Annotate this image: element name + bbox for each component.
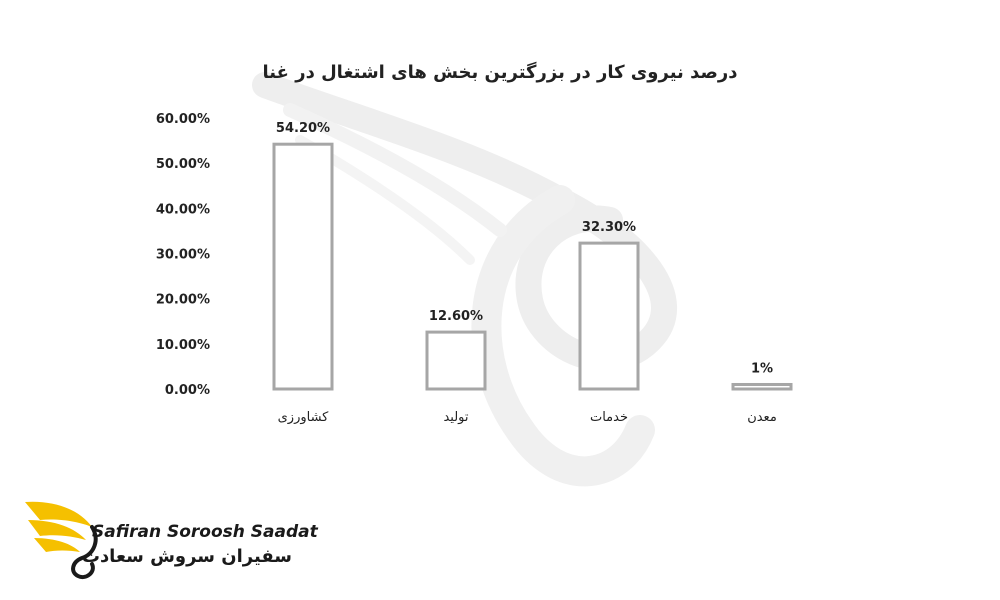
bar [731, 382, 793, 391]
bar [272, 142, 334, 391]
chart-title: درصد نیروی کار در بزرگترین بخش های اشتغا… [262, 62, 738, 83]
y-axis: 0.00% 10.00% 20.00% 30.00% 40.00% 50.00% 60.00… [156, 112, 210, 398]
y-tick-label: 40.00% [156, 202, 210, 217]
y-tick-label: 20.00% [156, 293, 210, 308]
x-axis: کشاورزی تولید خدمات معدن [278, 410, 777, 425]
bar [425, 330, 487, 391]
data-label: 32.30% [582, 220, 636, 235]
brand-logo: Safiran Soroosh Saadat سفیران سروش سعادت [20, 492, 318, 582]
data-label: 12.60% [429, 309, 483, 324]
y-tick-label: 50.00% [156, 157, 210, 172]
y-tick-label: 10.00% [156, 338, 210, 353]
category-label: کشاورزی [278, 410, 330, 425]
data-label: 1% [751, 361, 773, 376]
y-tick-label: 0.00% [165, 383, 210, 398]
y-tick-label: 30.00% [156, 248, 210, 263]
y-tick-label: 60.00% [156, 112, 210, 127]
category-label: تولید [443, 410, 468, 425]
brand-name-en: Safiran Soroosh Saadat [92, 522, 318, 542]
category-label: معدن [747, 410, 777, 425]
data-label: 54.20% [276, 121, 330, 136]
bars-group: 54.20% 12.60% 32.30% 1% [272, 121, 793, 391]
bar [578, 241, 640, 391]
brand-name-fa: سفیران سروش سعادت [81, 546, 292, 567]
category-label: خدمات [590, 410, 628, 425]
wing-logo-icon [25, 501, 98, 579]
